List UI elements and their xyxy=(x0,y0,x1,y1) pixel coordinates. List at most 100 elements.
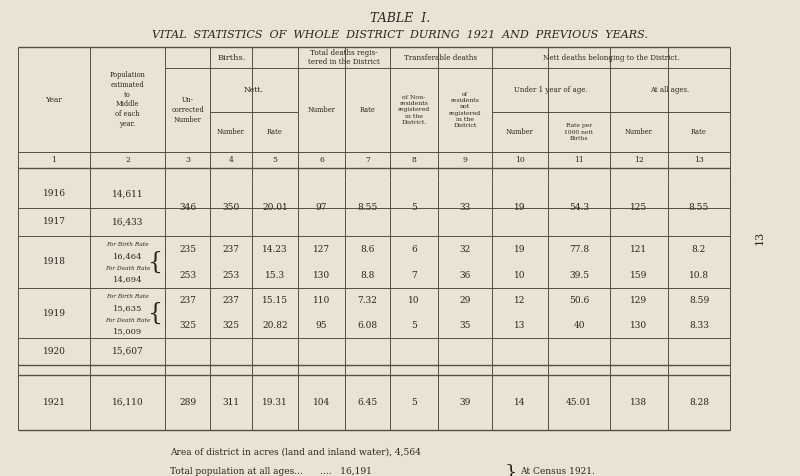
Text: 253: 253 xyxy=(179,270,196,279)
Text: 159: 159 xyxy=(630,270,648,279)
Text: 13: 13 xyxy=(514,321,526,330)
Text: 15.15: 15.15 xyxy=(262,296,288,305)
Text: 10: 10 xyxy=(514,270,526,279)
Text: 129: 129 xyxy=(630,296,647,305)
Text: For Death Rate: For Death Rate xyxy=(105,317,150,323)
Text: 29: 29 xyxy=(459,296,470,305)
Text: 7: 7 xyxy=(411,270,417,279)
Text: 1: 1 xyxy=(51,156,57,164)
Text: 3: 3 xyxy=(185,156,190,164)
Text: 33: 33 xyxy=(459,204,470,212)
Text: 5: 5 xyxy=(411,204,417,212)
Text: 12: 12 xyxy=(514,296,526,305)
Text: 6.45: 6.45 xyxy=(358,398,378,407)
Text: 8.8: 8.8 xyxy=(360,270,374,279)
Text: 346: 346 xyxy=(179,204,196,212)
Text: Total population at all ages...      ....   16,191: Total population at all ages... .... 16,… xyxy=(170,467,372,476)
Text: 1920: 1920 xyxy=(42,347,66,356)
Text: 138: 138 xyxy=(630,398,647,407)
Text: Births.: Births. xyxy=(218,53,246,61)
Text: }: } xyxy=(505,463,518,476)
Text: Number: Number xyxy=(217,128,245,136)
Text: of Non-
residents
registered
in the
District.: of Non- residents registered in the Dist… xyxy=(398,95,430,125)
Text: Total deaths regis-
tered in the District: Total deaths regis- tered in the Distric… xyxy=(308,49,380,66)
Text: 237: 237 xyxy=(222,245,239,254)
Text: 8.59: 8.59 xyxy=(689,296,709,305)
Text: At all ages.: At all ages. xyxy=(650,86,690,94)
Text: 311: 311 xyxy=(222,398,239,407)
Text: 14,694: 14,694 xyxy=(113,275,142,283)
Text: 45.01: 45.01 xyxy=(566,398,592,407)
Text: 5: 5 xyxy=(273,156,278,164)
Text: 2: 2 xyxy=(125,156,130,164)
Text: 32: 32 xyxy=(459,245,470,254)
Text: 11: 11 xyxy=(574,156,584,164)
Text: Number: Number xyxy=(506,128,534,136)
Text: 50.6: 50.6 xyxy=(569,296,589,305)
Text: 8.55: 8.55 xyxy=(689,204,709,212)
Text: 6: 6 xyxy=(319,156,324,164)
Text: 237: 237 xyxy=(222,296,239,305)
Text: 13: 13 xyxy=(694,156,704,164)
Text: 237: 237 xyxy=(179,296,196,305)
Text: 125: 125 xyxy=(630,204,648,212)
Text: 130: 130 xyxy=(630,321,647,330)
Text: For Birth Rate: For Birth Rate xyxy=(106,242,149,248)
Text: 130: 130 xyxy=(313,270,330,279)
Text: Rate per
1000 nett
Births: Rate per 1000 nett Births xyxy=(565,123,594,141)
Text: 7.32: 7.32 xyxy=(358,296,378,305)
Text: 8.55: 8.55 xyxy=(358,204,378,212)
Text: For Birth Rate: For Birth Rate xyxy=(106,295,149,299)
Text: Nett deaths belonging to the District.: Nett deaths belonging to the District. xyxy=(542,53,679,61)
Text: 14.23: 14.23 xyxy=(262,245,288,254)
Text: 16,464: 16,464 xyxy=(113,252,142,260)
Text: 54.3: 54.3 xyxy=(569,204,589,212)
Text: 7: 7 xyxy=(365,156,370,164)
Text: 16,110: 16,110 xyxy=(112,398,143,407)
Text: For Death Rate: For Death Rate xyxy=(105,266,150,270)
Text: 8: 8 xyxy=(411,156,417,164)
Text: 19: 19 xyxy=(514,245,526,254)
Text: 235: 235 xyxy=(179,245,196,254)
Text: 1919: 1919 xyxy=(42,308,66,317)
Text: 39.5: 39.5 xyxy=(569,270,589,279)
Text: 20.82: 20.82 xyxy=(262,321,288,330)
Text: 325: 325 xyxy=(222,321,239,330)
Text: 13: 13 xyxy=(755,231,765,245)
Text: 289: 289 xyxy=(179,398,196,407)
Text: 6.08: 6.08 xyxy=(358,321,378,330)
Text: 15,635: 15,635 xyxy=(113,304,142,312)
Text: 5: 5 xyxy=(411,321,417,330)
Text: 40: 40 xyxy=(574,321,585,330)
Text: 4: 4 xyxy=(229,156,234,164)
Text: 10: 10 xyxy=(515,156,525,164)
Text: 8.2: 8.2 xyxy=(692,245,706,254)
Text: 325: 325 xyxy=(179,321,196,330)
Text: 15,607: 15,607 xyxy=(112,347,143,356)
Text: 1916: 1916 xyxy=(42,189,66,198)
Text: 10.8: 10.8 xyxy=(689,270,709,279)
Text: 36: 36 xyxy=(459,270,470,279)
Text: 77.8: 77.8 xyxy=(569,245,589,254)
Text: 1917: 1917 xyxy=(42,218,66,227)
Text: 8.33: 8.33 xyxy=(689,321,709,330)
Text: 8.28: 8.28 xyxy=(689,398,709,407)
Text: 97: 97 xyxy=(316,204,327,212)
Text: 110: 110 xyxy=(313,296,330,305)
Text: 19.31: 19.31 xyxy=(262,398,288,407)
Text: 14: 14 xyxy=(514,398,526,407)
Text: 6: 6 xyxy=(411,245,417,254)
Text: 121: 121 xyxy=(630,245,647,254)
Text: 127: 127 xyxy=(313,245,330,254)
Text: 1921: 1921 xyxy=(42,398,66,407)
Text: 104: 104 xyxy=(313,398,330,407)
Text: 14,611: 14,611 xyxy=(112,189,143,198)
Text: 15.3: 15.3 xyxy=(265,270,285,279)
Text: Number: Number xyxy=(307,106,335,114)
Text: 39: 39 xyxy=(459,398,470,407)
Text: 20.01: 20.01 xyxy=(262,204,288,212)
Text: Number: Number xyxy=(625,128,653,136)
Text: {: { xyxy=(147,301,162,325)
Text: Year: Year xyxy=(46,96,62,103)
Text: Rate: Rate xyxy=(691,128,707,136)
